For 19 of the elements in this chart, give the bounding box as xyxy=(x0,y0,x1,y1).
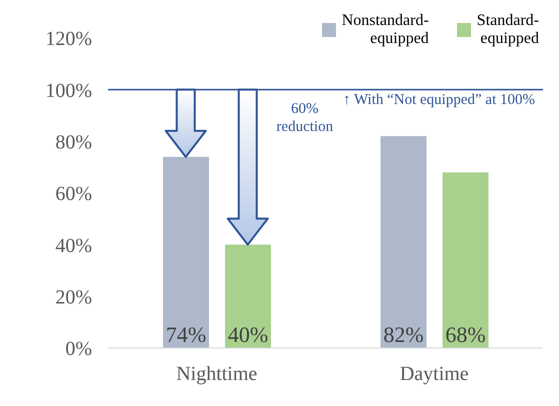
text: 82% xyxy=(383,322,424,347)
y-tick-label: 80% xyxy=(55,131,92,154)
y-tick-label: 20% xyxy=(55,286,92,308)
y-tick-label: 60% xyxy=(55,183,92,206)
bar xyxy=(442,172,488,348)
y-tick-label: 40% xyxy=(55,234,92,257)
y-tick-label: 120% xyxy=(45,28,92,50)
legend-label: Standard-equipped xyxy=(476,12,539,48)
text: 40% xyxy=(228,322,268,347)
x-tick-label: Daytime xyxy=(400,363,469,386)
annotation: 60% reduction xyxy=(275,100,334,136)
text: 68% xyxy=(445,322,486,347)
y-tick-label: 0% xyxy=(65,338,92,360)
ref-line-label: ↑ With “Not equipped” at 100% xyxy=(342,92,536,109)
bar xyxy=(380,136,426,348)
legend-label: Nonstandard-equipped xyxy=(342,12,429,48)
text: 74% xyxy=(166,322,206,347)
x-tick-label: Nighttime xyxy=(176,363,258,386)
y-tick-label: 100% xyxy=(45,80,92,102)
